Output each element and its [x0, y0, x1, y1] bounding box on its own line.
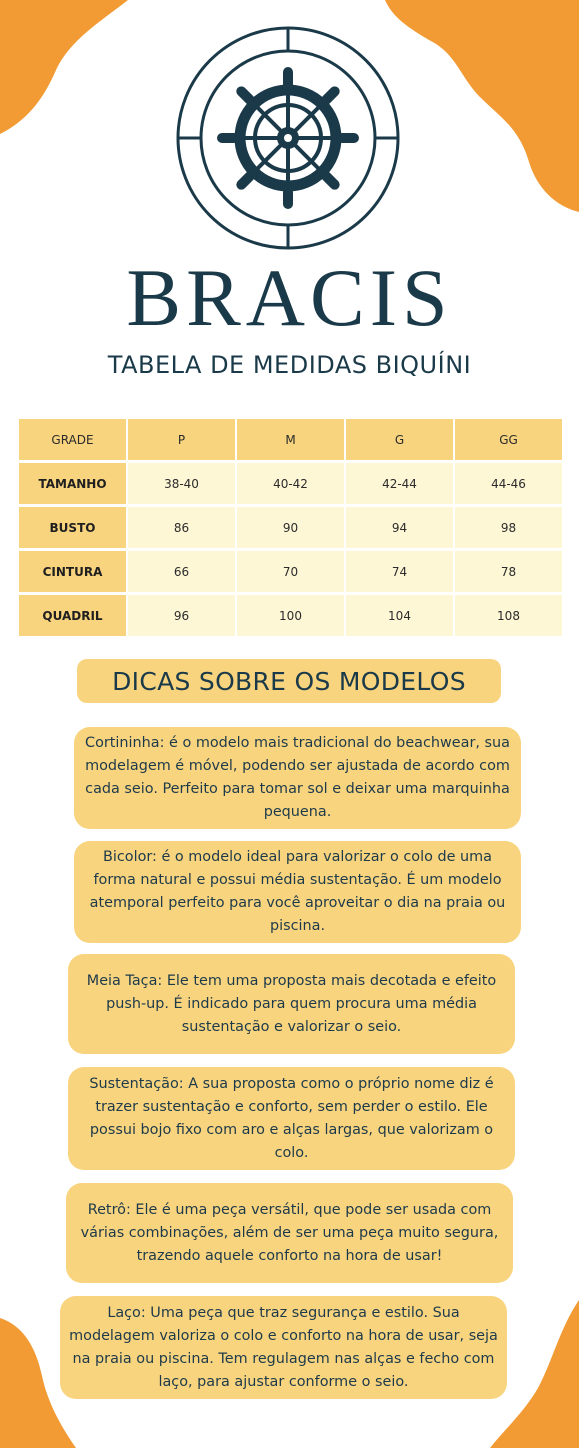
table-cell: 40-42 [237, 463, 344, 504]
column-header: G [346, 419, 453, 460]
table-cell: 90 [237, 507, 344, 548]
tip-sustentacao: Sustentação: A sua proposta como o própr… [68, 1067, 515, 1170]
bottom-right-blob [490, 1300, 579, 1448]
table-cell: 96 [128, 595, 235, 636]
row-header: QUADRIL [19, 595, 126, 636]
table-cell: 74 [346, 551, 453, 592]
table-cell: 108 [455, 595, 562, 636]
table-cell: 42-44 [346, 463, 453, 504]
row-header: CINTURA [19, 551, 126, 592]
row-header: TAMANHO [19, 463, 126, 504]
column-header: P [128, 419, 235, 460]
table-cell: 100 [237, 595, 344, 636]
table-cell: 86 [128, 507, 235, 548]
table-cell: 78 [455, 551, 562, 592]
tip-laco: Laço: Uma peça que traz segurança e esti… [60, 1296, 507, 1399]
table-cell: 38-40 [128, 463, 235, 504]
table-cell: 70 [237, 551, 344, 592]
column-header: M [237, 419, 344, 460]
row-header: BUSTO [19, 507, 126, 548]
tip-bicolor: Bicolor: é o modelo ideal para valorizar… [74, 841, 521, 943]
size-table: GRADE P M G GG TAMANHO 38-40 40-42 42-44… [19, 419, 563, 636]
table-corner-header: GRADE [19, 419, 126, 460]
bottom-left-blob [0, 1318, 76, 1448]
table-cell: 44-46 [455, 463, 562, 504]
tip-meia-taca: Meia Taça: Ele tem uma proposta mais dec… [68, 954, 515, 1054]
column-header: GG [455, 419, 562, 460]
top-left-blob [0, 0, 128, 134]
brand-name: BRACIS [126, 252, 453, 343]
tip-cortininha: Cortininha: é o modelo mais tradicional … [74, 727, 521, 829]
table-cell: 98 [455, 507, 562, 548]
page-title: TABELA DE MEDIDAS BIQUÍNI [107, 351, 472, 379]
tips-section-title: DICAS SOBRE OS MODELOS [77, 659, 501, 703]
top-right-blob [385, 0, 579, 212]
ship-wheel-icon [176, 26, 400, 250]
tip-retro: Retrô: Ele é uma peça versátil, que pode… [66, 1183, 513, 1283]
table-cell: 66 [128, 551, 235, 592]
table-cell: 94 [346, 507, 453, 548]
table-cell: 104 [346, 595, 453, 636]
